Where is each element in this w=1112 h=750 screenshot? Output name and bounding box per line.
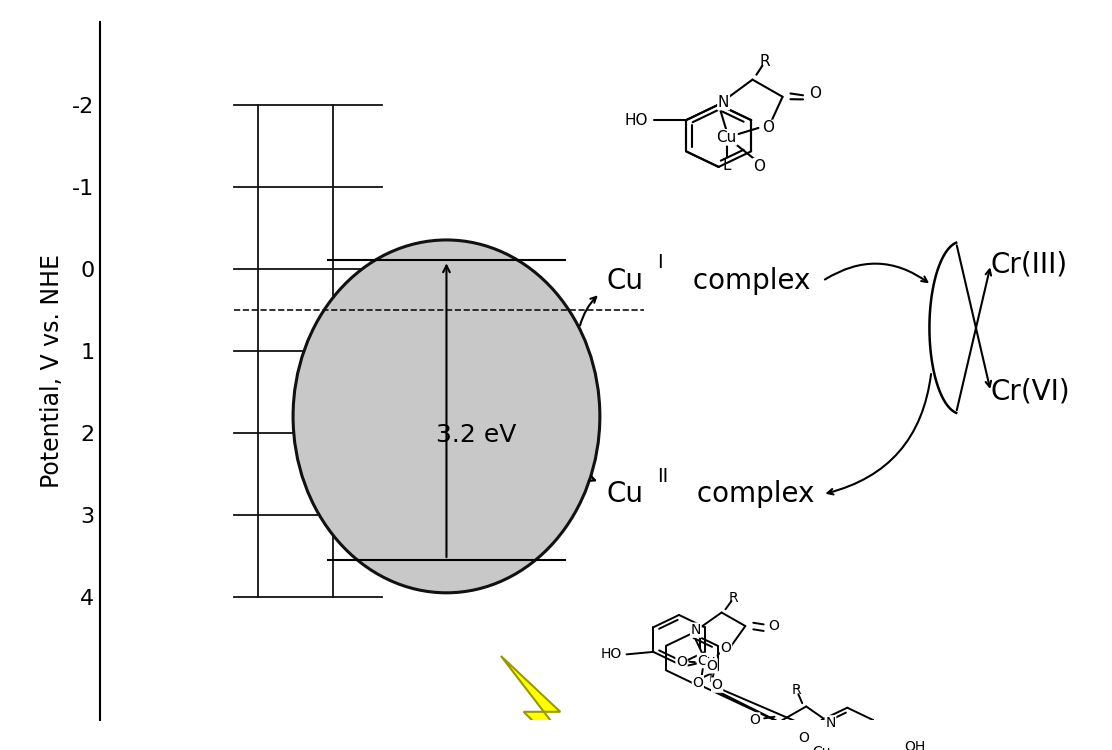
Text: O: O [712,678,723,692]
Text: N: N [718,94,729,110]
Text: O: O [768,619,780,633]
Polygon shape [500,656,585,750]
Text: HO: HO [600,647,622,662]
Text: complex: complex [684,267,811,295]
Ellipse shape [294,240,599,592]
Text: Cu: Cu [607,267,644,295]
Text: L: L [723,158,731,172]
Text: Cu: Cu [697,653,716,668]
Text: L: L [708,670,716,685]
Text: N: N [825,716,835,730]
Text: O: O [693,676,703,690]
Text: N: N [691,623,701,638]
Text: complex: complex [688,480,814,508]
Text: Cu: Cu [607,480,644,508]
Text: O: O [706,658,717,673]
Text: Cr(III): Cr(III) [991,251,1068,278]
Text: HO: HO [625,112,648,128]
Text: I: I [657,254,663,272]
Text: O: O [748,713,759,727]
Y-axis label: Potential, V vs. NHE: Potential, V vs. NHE [40,254,64,488]
Text: OH: OH [905,740,926,750]
Text: O: O [676,655,687,669]
Text: Cu: Cu [812,745,831,750]
Text: O: O [763,121,774,136]
Text: O: O [753,158,765,173]
Text: R: R [728,591,738,604]
Text: 3.2 eV: 3.2 eV [436,423,516,447]
Text: O: O [797,731,808,746]
Text: R: R [792,683,801,697]
Text: R: R [759,54,770,69]
Text: Cu: Cu [716,130,736,145]
Text: II: II [657,466,668,486]
Text: Cr(VI): Cr(VI) [991,378,1071,406]
Text: O: O [721,641,732,656]
Text: O: O [808,86,821,101]
